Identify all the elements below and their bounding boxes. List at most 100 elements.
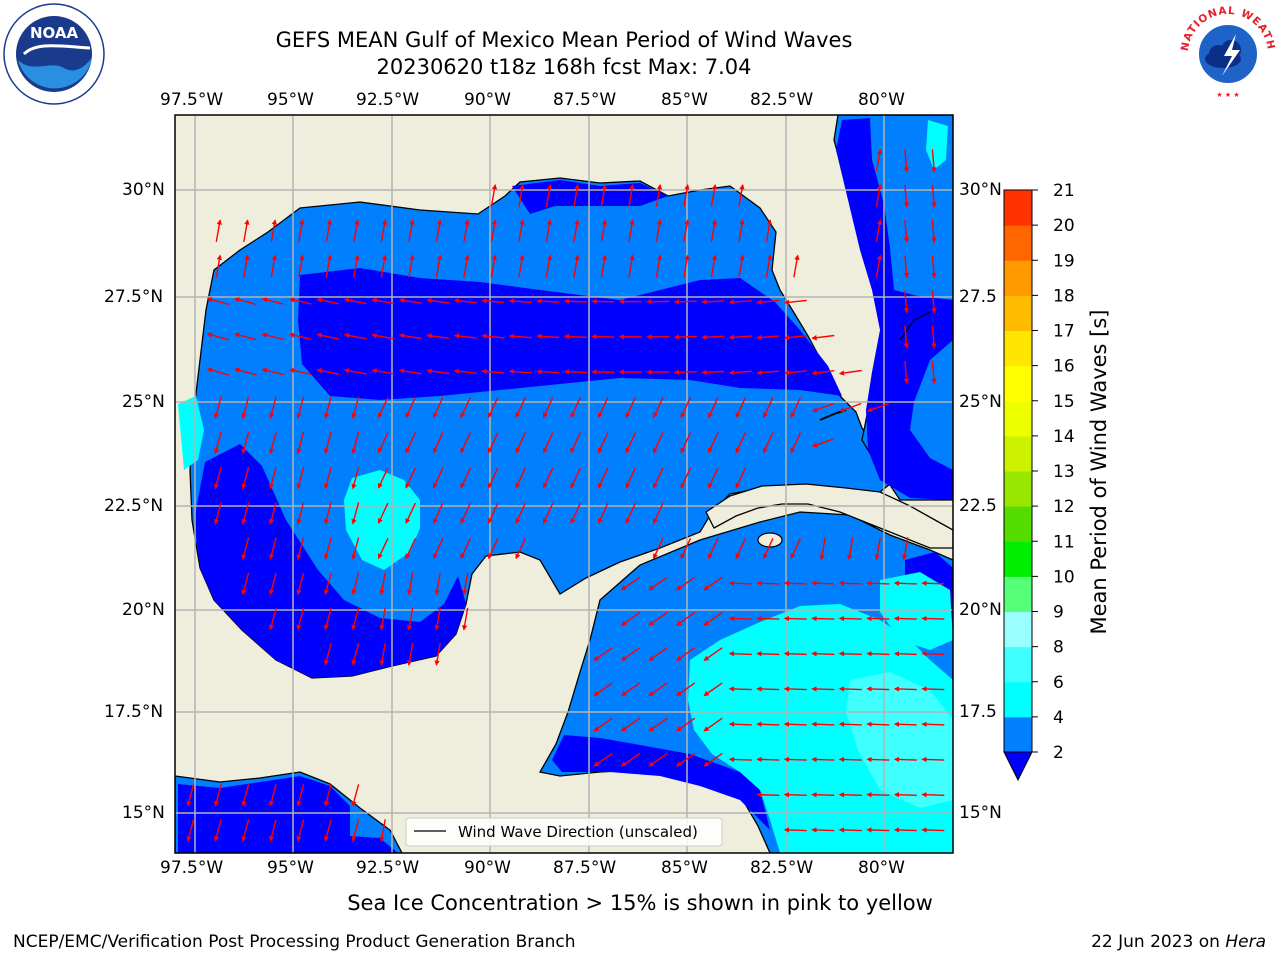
wave-direction-arrow (545, 219, 553, 243)
wave-direction-arrow (243, 219, 250, 243)
lon-tick-bottom: 95°W (267, 858, 314, 878)
wave-direction-arrow (563, 369, 587, 375)
wave-direction-arrow (921, 792, 945, 798)
wave-direction-arrow (931, 361, 937, 385)
colorbar-tick-label: 9 (1053, 603, 1064, 623)
wave-direction-arrow (625, 397, 637, 419)
wave-direction-arrow (241, 396, 250, 419)
wave-direction-arrow (215, 219, 222, 243)
wave-direction-arrow (756, 721, 780, 727)
wave-direction-arrow (268, 819, 277, 842)
wave-direction-arrow (379, 643, 386, 666)
colorbar-segment (1004, 435, 1032, 472)
wave-direction-arrow (296, 431, 305, 455)
wave-direction-arrow (453, 333, 477, 339)
wave-direction-arrow (931, 184, 937, 208)
lon-tick-top: 85°W (661, 90, 708, 110)
wave-direction-arrow (783, 827, 807, 833)
colorbar: 2 4 6 8 9 10 11 12 13 14 15 16 17 18 19 20 21 (1003, 181, 1075, 782)
wave-direction-arrow (655, 219, 663, 243)
wave-direction-arrow (270, 219, 277, 243)
wave-direction-arrow (931, 290, 937, 314)
wave-direction-arrow (811, 792, 835, 798)
wave-direction-arrow (570, 467, 582, 489)
wave-direction-arrow (931, 149, 937, 173)
wave-direction-arrow (296, 819, 305, 842)
lat-tick-right: 20°N (959, 600, 1002, 620)
colorbar-tick-label: 4 (1053, 708, 1064, 728)
wave-direction-arrow (288, 332, 312, 340)
wave-direction-arrow (921, 615, 945, 622)
wave-direction-arrow (268, 572, 277, 596)
wave-direction-arrow (268, 396, 277, 419)
wave-direction-arrow (542, 397, 554, 419)
wave-direction-arrow (213, 467, 222, 490)
wave-direction-arrow (893, 721, 917, 727)
wave-direction-arrow (563, 333, 587, 340)
wave-direction-arrow (432, 502, 444, 524)
wave-direction-arrow (351, 467, 360, 490)
wave-direction-arrow (405, 432, 417, 454)
wave-direction-arrow (625, 502, 637, 524)
wave-direction-arrow (268, 784, 277, 807)
wave-direction-arrow (838, 686, 862, 692)
wave-direction-arrow (931, 255, 937, 279)
wave-direction-arrow (819, 537, 826, 561)
wave-direction-arrow (515, 502, 527, 524)
wave-direction-arrow (261, 297, 285, 305)
colorbar-tick-label: 10 (1053, 567, 1075, 587)
wave-direction-arrow (353, 219, 360, 243)
lon-tick-bottom: 87.5°W (553, 858, 617, 878)
cuba-land (705, 483, 953, 549)
wave-direction-arrow (628, 219, 635, 243)
wave-direction-arrow (593, 752, 613, 767)
wave-direction-arrow (866, 651, 890, 657)
wave-direction-arrow (270, 254, 277, 278)
wave-direction-arrow (701, 334, 725, 340)
wave-direction-arrow (268, 431, 277, 455)
wave-direction-arrow (903, 255, 910, 279)
wave-direction-arrow (325, 219, 333, 243)
wave-direction-arrow (838, 827, 862, 833)
wave-direction-arrow (867, 402, 889, 413)
svg-text:★ ★ ★: ★ ★ ★ (1216, 91, 1239, 99)
wave-direction-arrow (325, 254, 333, 278)
wave-direction-arrow (241, 537, 250, 560)
wave-direction-arrow (790, 432, 802, 454)
lat-tick-left: 27.5°N (104, 287, 164, 307)
colorbar-extend-min (1003, 751, 1033, 782)
wave-direction-arrow (563, 298, 587, 304)
colorbar-segment (1004, 330, 1032, 367)
footer-credit: NCEP/EMC/Verification Post Processing Pr… (13, 932, 576, 952)
wave-direction-arrow (241, 502, 250, 525)
wave-direction-arrow (426, 333, 450, 339)
wave-direction-arrow (648, 717, 668, 732)
wave-direction-arrow (241, 467, 250, 490)
wave-direction-arrow (675, 647, 696, 661)
wave-direction-arrow (508, 333, 532, 339)
wave-direction-arrow (648, 576, 668, 591)
wave-direction-arrow (268, 467, 277, 490)
graticule (175, 115, 953, 853)
wave-direction-arrow (460, 502, 472, 524)
wave-direction-arrow (710, 254, 718, 278)
colorbar-tick-label: 11 (1053, 532, 1075, 552)
wave-direction-arrow (241, 431, 250, 455)
wave-direction-arrow (213, 431, 222, 455)
wave-direction-arrow (756, 615, 780, 622)
colorbar-segment (1004, 225, 1032, 261)
wave-direction-arrow (296, 572, 305, 596)
wave-direction-arrow (902, 537, 909, 561)
wave-direction-arrow (323, 572, 332, 596)
colorbar-segment (1004, 506, 1032, 542)
colorbar-segment (1004, 541, 1032, 577)
wave-direction-arrow (620, 682, 641, 697)
lon-tick-bottom: 85°W (661, 858, 708, 878)
wave-direction-arrow (728, 369, 752, 376)
wave-direction-arrow (398, 368, 422, 375)
wave-direction-arrow (673, 299, 697, 305)
wave-direction-arrow (783, 370, 807, 376)
wave-direction-arrow (460, 397, 472, 419)
wave-direction-arrow (453, 298, 477, 304)
